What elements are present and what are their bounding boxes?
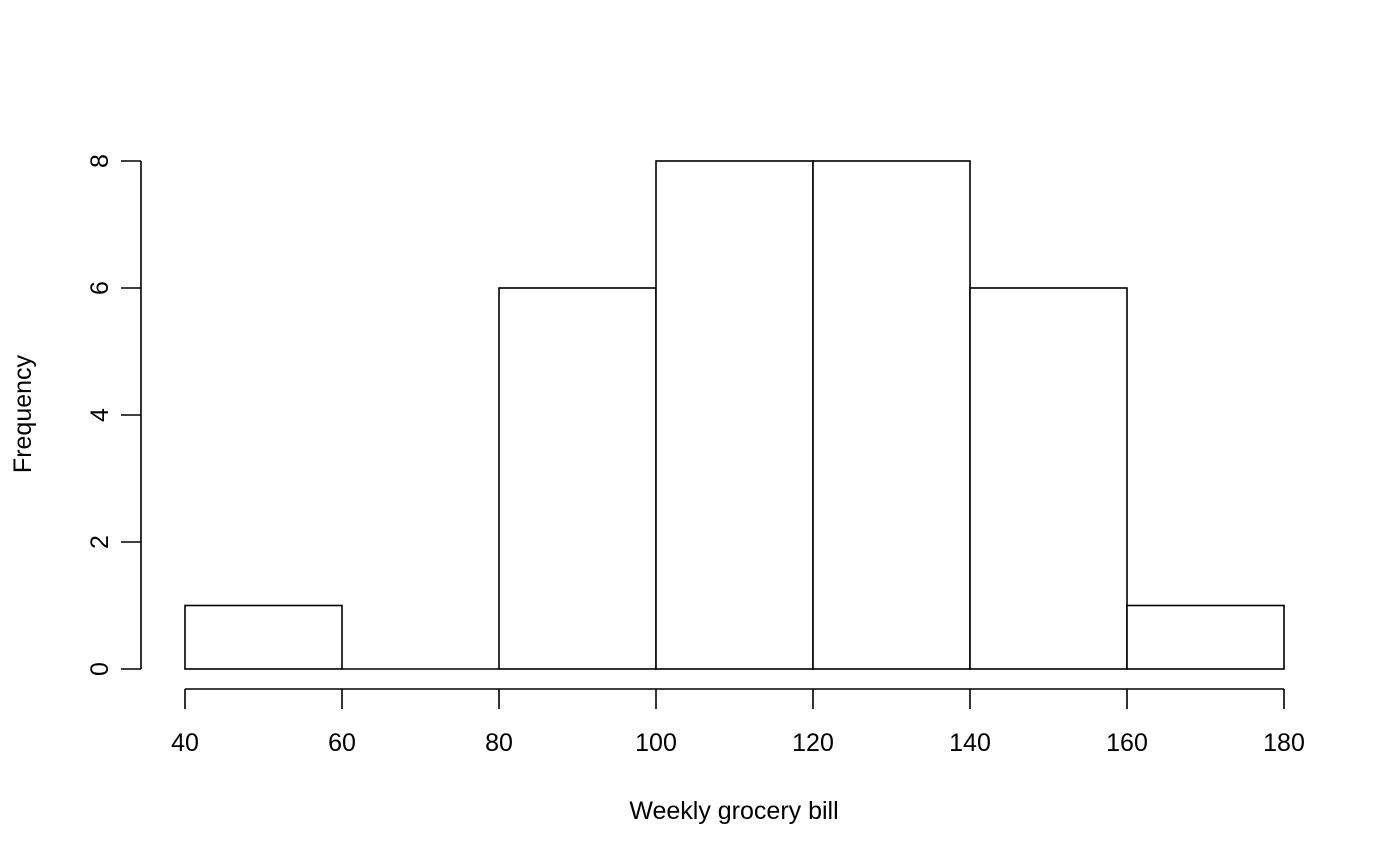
y-tick-label: 4 (86, 408, 114, 422)
x-axis-title: Weekly grocery bill (629, 797, 838, 825)
x-tick-label: 160 (1106, 729, 1148, 757)
y-axis-title: Frequency (9, 354, 37, 473)
histogram-bar (812, 160, 971, 670)
x-tick-label: 60 (328, 729, 356, 757)
histogram-bar (969, 287, 1128, 670)
x-tick-label: 80 (485, 729, 513, 757)
y-tick-label: 6 (86, 281, 114, 295)
x-tick-label: 40 (171, 729, 199, 757)
histogram-bar (1126, 604, 1285, 670)
y-tick-label: 0 (86, 662, 114, 676)
y-tick-label: 8 (86, 154, 114, 168)
histogram-bar (655, 160, 814, 670)
x-axis: 40 60 80 100 120 140 160 180 (171, 688, 1305, 757)
histogram-bar (498, 287, 657, 670)
x-tick-label: 140 (949, 729, 991, 757)
x-tick-label: 180 (1263, 729, 1305, 757)
histogram-bar (184, 604, 343, 670)
y-axis: 0 2 4 6 8 (86, 154, 142, 676)
x-tick-label: 120 (792, 729, 834, 757)
x-tick-label: 100 (635, 729, 677, 757)
y-tick-label: 2 (86, 535, 114, 549)
bars-layer (184, 160, 1285, 670)
